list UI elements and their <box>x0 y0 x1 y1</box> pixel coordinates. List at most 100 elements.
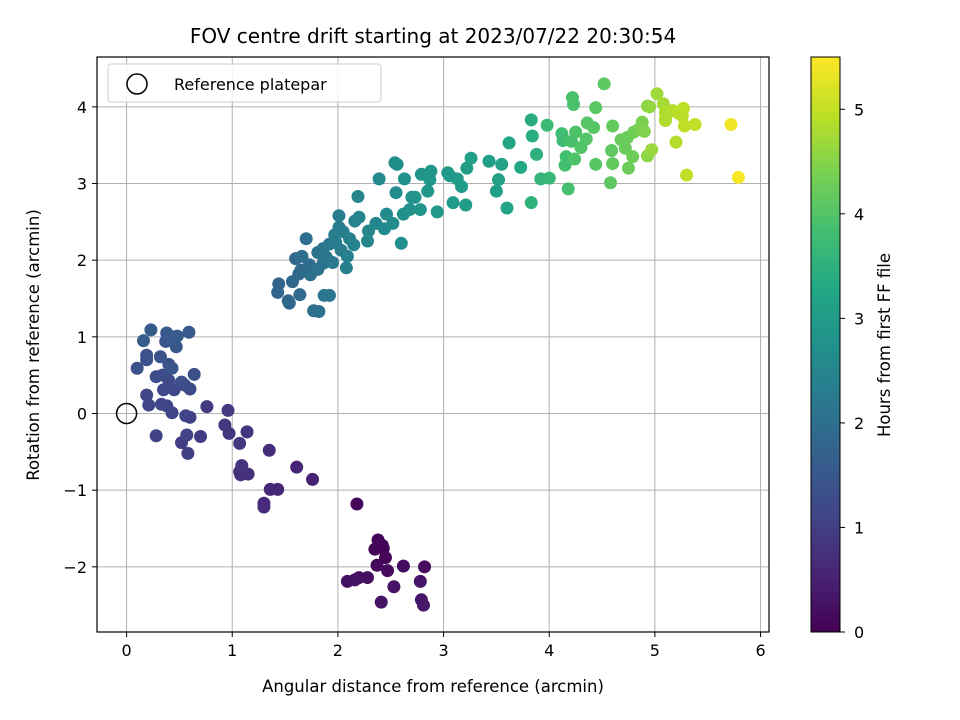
data-point <box>262 443 276 457</box>
data-point <box>731 170 745 184</box>
data-point <box>489 184 503 198</box>
data-point <box>233 436 247 450</box>
data-point <box>606 157 620 171</box>
data-point <box>645 143 659 157</box>
data-point <box>424 164 438 178</box>
data-point <box>540 118 554 132</box>
y-tick-label: −2 <box>63 558 87 577</box>
data-point <box>181 446 195 460</box>
colorbar-ticks: 0 1 2 3 4 5 <box>840 100 864 642</box>
data-point <box>446 196 460 210</box>
data-point <box>621 161 635 175</box>
data-point <box>240 425 254 439</box>
y-axis-label: Rotation from reference (arcmin) <box>24 209 43 481</box>
x-tick-label: 6 <box>755 641 765 660</box>
data-point <box>165 361 179 375</box>
data-point <box>136 334 150 348</box>
data-point <box>637 124 651 138</box>
legend: Reference platepar <box>107 63 382 103</box>
data-point <box>170 329 184 343</box>
data-points <box>130 77 745 612</box>
data-point <box>514 160 528 174</box>
data-point <box>182 325 196 339</box>
colorbar <box>810 56 841 633</box>
data-point <box>589 101 603 115</box>
data-point <box>140 388 154 402</box>
data-point <box>194 430 208 443</box>
data-point <box>347 238 361 252</box>
data-point <box>154 397 168 411</box>
data-point <box>156 368 170 382</box>
plot-frame <box>96 56 770 633</box>
data-point <box>464 151 478 165</box>
data-point <box>542 171 556 185</box>
colorbar-tick-label: 0 <box>854 623 864 642</box>
data-point <box>403 203 417 217</box>
data-point <box>561 182 575 196</box>
data-point <box>179 409 193 423</box>
data-point <box>396 559 410 573</box>
data-point <box>618 141 632 155</box>
data-point <box>567 98 581 112</box>
data-point <box>460 161 474 175</box>
data-point <box>500 201 514 215</box>
data-point <box>455 180 469 194</box>
data-point <box>643 100 657 114</box>
data-point <box>569 125 583 139</box>
data-point <box>326 255 340 269</box>
data-point <box>352 210 366 224</box>
reference-point-marker <box>115 402 138 425</box>
x-axis-label: Angular distance from reference (arcmin) <box>262 677 604 696</box>
chart-title: FOV centre drift starting at 2023/07/22 … <box>190 24 676 48</box>
data-point <box>430 205 444 219</box>
data-point <box>130 361 144 375</box>
y-tick-label: 4 <box>77 98 87 117</box>
axis-ticks: 0 1 2 3 4 5 6 −2 −1 0 1 2 3 4 <box>63 98 765 660</box>
data-point <box>350 497 364 511</box>
legend-marker <box>126 73 148 95</box>
data-point <box>370 558 384 572</box>
data-point <box>339 261 353 275</box>
data-point <box>299 232 313 246</box>
data-point <box>360 234 374 248</box>
data-point <box>502 136 516 150</box>
data-point <box>524 113 538 127</box>
data-point <box>295 249 309 263</box>
data-point <box>306 472 320 486</box>
colorbar-tick-label: 1 <box>854 518 864 537</box>
data-point <box>606 119 620 133</box>
data-point <box>597 77 611 91</box>
data-point <box>587 121 601 135</box>
data-point <box>397 172 411 186</box>
data-point <box>680 168 694 182</box>
x-tick-label: 2 <box>333 641 343 660</box>
y-tick-label: 0 <box>77 405 87 424</box>
data-point <box>271 482 285 496</box>
data-point <box>142 398 156 412</box>
legend-box <box>107 63 382 103</box>
data-point <box>658 114 672 128</box>
data-point <box>386 216 400 230</box>
data-point <box>387 580 401 594</box>
data-point <box>144 323 158 337</box>
data-point <box>459 198 473 212</box>
data-point <box>555 127 569 141</box>
data-point <box>282 296 296 310</box>
data-point <box>482 154 496 168</box>
data-point <box>312 305 326 319</box>
data-point <box>175 375 189 389</box>
colorbar-label: Hours from first FF file <box>875 253 894 437</box>
data-point <box>408 190 422 204</box>
data-point <box>604 176 618 190</box>
data-point <box>153 350 167 364</box>
data-point <box>421 184 435 198</box>
data-point <box>348 573 362 587</box>
colorbar-tick-label: 5 <box>854 100 864 119</box>
data-point <box>525 129 539 143</box>
data-point <box>351 190 365 204</box>
colorbar-tick-label: 3 <box>854 309 864 328</box>
data-point <box>218 418 232 432</box>
data-point <box>340 249 354 263</box>
data-point <box>492 173 506 187</box>
data-point <box>290 460 304 474</box>
